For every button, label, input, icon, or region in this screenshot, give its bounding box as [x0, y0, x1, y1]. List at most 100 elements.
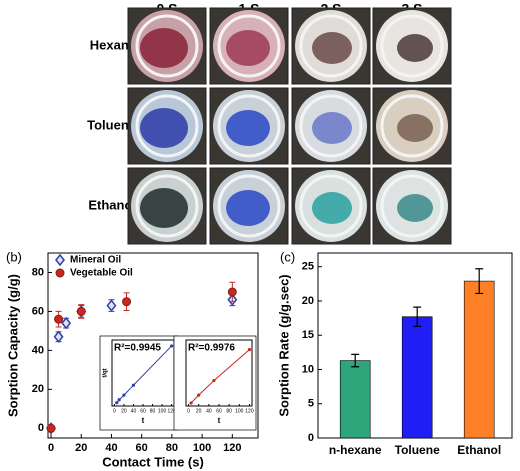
x-tick-label: 0 — [113, 408, 116, 414]
x-tick-label: 60 — [216, 408, 222, 414]
annotation: R²=0.9945 — [114, 343, 161, 354]
point — [212, 378, 216, 383]
dish-rim — [299, 14, 363, 78]
x-tick-label: 20 — [121, 408, 127, 414]
dish-rim — [217, 14, 281, 78]
liquid — [312, 192, 352, 224]
x-axis-title: Contact Time (s) — [102, 454, 204, 469]
error-bar — [475, 268, 484, 295]
legend-marker — [55, 268, 65, 278]
legend-marker — [55, 253, 65, 267]
dish-rim — [380, 94, 444, 158]
marker — [54, 314, 64, 324]
liquid — [140, 108, 188, 148]
dish-rim — [217, 94, 281, 158]
point — [131, 383, 136, 387]
inset-background — [173, 335, 257, 431]
y-tick-label: 10 — [302, 363, 314, 375]
liquid — [312, 32, 352, 64]
x-tick-label: 0 — [48, 442, 54, 454]
x-tick-label: Toluene — [395, 443, 440, 457]
x-tick-label: 120 — [223, 442, 241, 454]
dish-rim — [135, 94, 199, 158]
y-tick-label: 40 — [32, 344, 44, 356]
liquid — [140, 188, 188, 228]
point — [117, 398, 121, 402]
annotation: R²=0.9976 — [188, 343, 235, 354]
x-tick-label: 80 — [226, 408, 232, 414]
marker — [76, 306, 86, 316]
dish-rim — [217, 174, 281, 238]
panel-label: (b) — [6, 249, 22, 264]
dish-rim — [299, 174, 363, 238]
point — [247, 347, 252, 352]
bar — [339, 360, 371, 439]
marker — [106, 299, 117, 312]
marker — [122, 297, 132, 307]
dish-rim — [135, 14, 199, 78]
error-bar — [413, 306, 422, 327]
y-axis-title: t/qt — [103, 368, 109, 377]
dish-rim — [380, 14, 444, 78]
point — [115, 401, 119, 405]
x-tick-label: 100 — [158, 408, 167, 414]
legend-label: Mineral Oil — [70, 255, 121, 266]
y-tick-label: 5 — [308, 398, 314, 410]
row-label: Toluene — [87, 117, 136, 132]
y-tick-label: 0 — [308, 432, 314, 444]
liquid — [226, 110, 270, 146]
marker — [53, 330, 64, 343]
inset-background — [99, 335, 179, 431]
point — [122, 393, 126, 397]
dish-rim — [380, 174, 444, 238]
y-tick-label: 25 — [302, 261, 314, 273]
bar — [463, 280, 495, 439]
liquid — [397, 194, 433, 222]
x-tick-label: 60 — [136, 442, 148, 454]
liquid — [226, 190, 270, 226]
marker — [61, 316, 72, 330]
x-tick-label: 100 — [235, 408, 244, 414]
x-tick-label: Ethanol — [457, 443, 501, 457]
row-label: Ethanol — [88, 197, 136, 212]
legend-label: Vegetable Oil — [70, 268, 133, 279]
point — [170, 344, 174, 348]
y-tick-label: 0 — [38, 422, 44, 434]
point — [197, 393, 201, 397]
dish-rim — [135, 174, 199, 238]
x-tick-label: 80 — [150, 408, 156, 414]
bar — [401, 316, 433, 439]
liquid — [312, 112, 352, 144]
x-tick-label: 40 — [131, 408, 137, 414]
panel-label: (c) — [280, 249, 295, 264]
x-tick-label: 0 — [187, 408, 190, 414]
x-tick-label: 20 — [75, 442, 87, 454]
liquid — [397, 34, 433, 62]
x-tick-label: 40 — [105, 442, 117, 454]
plot-frame — [47, 252, 259, 439]
y-tick-label: 20 — [32, 383, 44, 395]
fit-line — [190, 349, 250, 404]
x-tick-label: 100 — [193, 442, 211, 454]
error-bar — [351, 353, 360, 368]
marker — [46, 423, 56, 433]
x-tick-label: 40 — [206, 408, 212, 414]
y-axis-title: Sorption Capacity (g/g) — [5, 274, 20, 417]
x-tick-label: 60 — [140, 408, 146, 414]
x-tick-label: 120 — [167, 408, 176, 414]
row-label: Hexane — [90, 37, 136, 52]
x-tick-label: 80 — [166, 442, 178, 454]
x-tick-label: n-hexane — [329, 443, 382, 457]
liquid — [226, 30, 270, 66]
y-axis-title: Sorption Rate (g/g.sec) — [276, 274, 291, 416]
y-tick-label: 80 — [32, 266, 44, 278]
dish-rim — [299, 94, 363, 158]
y-tick-label: 20 — [302, 295, 314, 307]
y-tick-label: 60 — [32, 305, 44, 317]
marker — [227, 287, 237, 297]
x-tick-label: 120 — [245, 408, 254, 414]
x-axis-title: t — [218, 416, 221, 425]
y-tick-label: 15 — [302, 329, 314, 341]
x-tick-label: 20 — [196, 408, 202, 414]
